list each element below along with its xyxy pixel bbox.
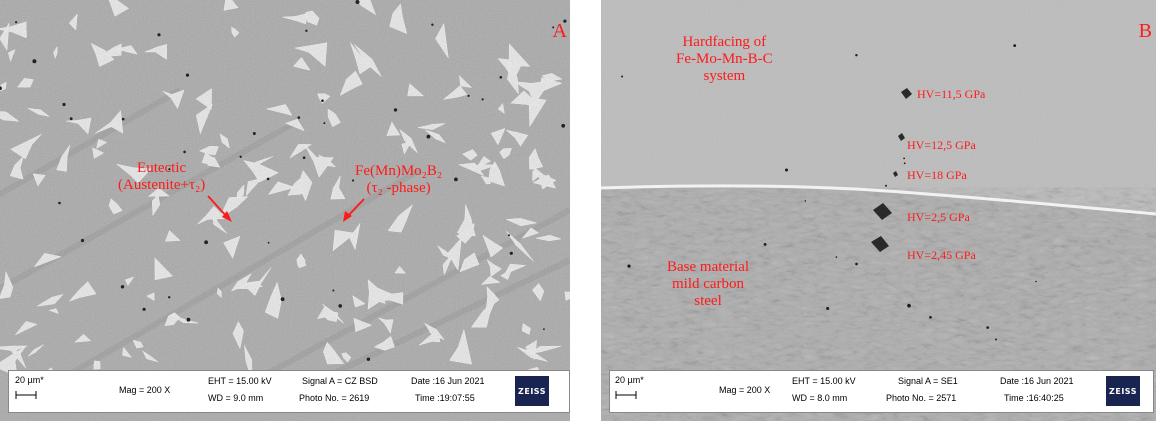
wd-value: WD = 9.0 mm [208, 393, 264, 403]
micrograph-panel-a: A Eutectic (Austenite+τ₂) Fe(Mn)Mo₂B₂ (τ… [0, 0, 570, 421]
base-material-line2: mild carbon [671, 276, 745, 292]
panel-b-letter: B [1138, 20, 1152, 42]
photo-number: Photo No. = 2571 [886, 393, 957, 403]
scale-label: 20 µm* [615, 375, 644, 385]
sem-info-bar-a: 20 µm* Mag = 200 X EHT = 15.00 kV WD = 9… [8, 370, 570, 413]
base-material-line1: Base material [667, 259, 750, 275]
time-value: Time :19:07:55 [415, 393, 475, 403]
zeiss-logo: ZEISS [515, 376, 549, 406]
micrograph-panel-b: B Hardfacing of Fe-Mo-Mn-B-C system Base… [601, 0, 1156, 421]
hardfacing-label: Hardfacing of Fe-Mo-Mn-B-C system [676, 34, 773, 85]
mag-value: Mag = 200 X [119, 385, 171, 395]
eutectic-label-line1: Eutectic [137, 160, 187, 176]
eht-value: EHT = 15.00 kV [208, 376, 272, 386]
micrograph-a-image [0, 0, 570, 421]
date-value: Date :16 Jun 2021 [1000, 376, 1074, 386]
eutectic-label-line2: (Austenite+τ₂) [118, 177, 206, 193]
micrograph-b-image [601, 0, 1156, 421]
date-value: Date :16 Jun 2021 [411, 376, 485, 386]
hardfacing-line3: system [703, 68, 746, 84]
zeiss-logo: ZEISS [1106, 376, 1140, 406]
wd-value: WD = 8.0 mm [792, 393, 848, 403]
phase-label: Fe(Mn)Mo₂B₂ (τ₂ -phase) [355, 163, 442, 197]
hardness-label-2: HV=12,5 GPa [907, 138, 976, 152]
base-material-label: Base material mild carbon steel [667, 259, 749, 310]
eutectic-label: Eutectic (Austenite+τ₂) [118, 160, 205, 194]
sem-info-bar-b: 20 µm* Mag = 200 X EHT = 15.00 kV WD = 8… [609, 370, 1154, 413]
scale-bar [15, 391, 37, 399]
hardness-label-5: HV=2,45 GPa [907, 248, 976, 262]
eht-value: EHT = 15.00 kV [792, 376, 856, 386]
hardfacing-line1: Hardfacing of [682, 34, 767, 50]
phase-arrowhead [343, 211, 352, 222]
fusion-boundary [601, 184, 1156, 216]
hardness-label-1: HV=11,5 GPa [917, 87, 986, 101]
mag-value: Mag = 200 X [719, 385, 771, 395]
hardfacing-line2: Fe-Mo-Mn-B-C [676, 51, 773, 67]
eutectic-arrowhead [222, 211, 232, 222]
hardness-label-4: HV=2,5 GPa [907, 210, 970, 224]
base-material-line3: steel [694, 293, 722, 309]
scale-bar [615, 391, 637, 399]
scale-label: 20 µm* [15, 375, 44, 385]
panel-a-letter: A [552, 20, 567, 42]
hardness-label-3: HV=18 GPa [907, 168, 967, 182]
indent-marks [871, 88, 912, 252]
photo-number: Photo No. = 2619 [299, 393, 370, 403]
signal-value: Signal A = CZ BSD [302, 376, 378, 386]
phase-label-line1: Fe(Mn)Mo₂B₂ [355, 163, 443, 179]
phase-label-line2: (τ₂ -phase) [366, 180, 431, 196]
time-value: Time :16:40:25 [1004, 393, 1064, 403]
phase-arrow [346, 198, 365, 218]
signal-value: Signal A = SE1 [898, 376, 958, 386]
